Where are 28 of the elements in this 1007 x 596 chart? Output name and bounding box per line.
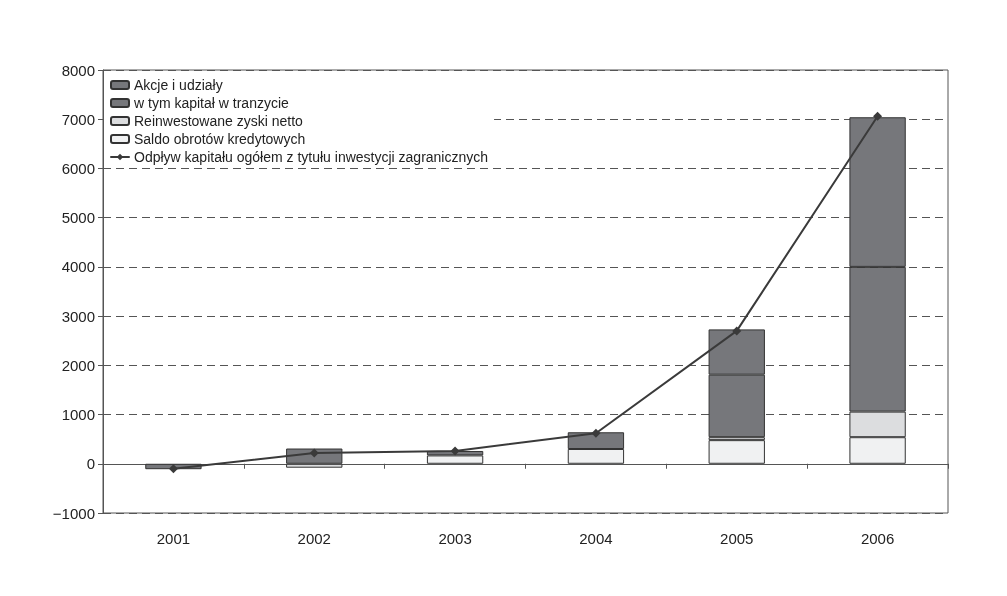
y-tick-label: 5000 [61,209,95,227]
x-tick-label: 2002 [297,530,331,547]
bar [708,440,765,464]
y-tick-label: 7000 [61,110,95,128]
x-tick-label: 2005 [720,530,754,547]
point [732,326,742,336]
y-tick-label: 8000 [61,61,95,79]
y-tick-label: −1000 [52,504,95,522]
point [168,464,178,474]
legend-label: Akcje i udziały [134,77,223,93]
point [873,111,883,121]
x-tick-label: 2006 [860,530,895,547]
legend-label: Reinwestowane zyski netto [134,113,304,129]
y-tick-label: 4000 [61,258,95,276]
point [309,448,319,458]
y-tick-label: 3000 [61,307,95,325]
legend-label: w tym kapitał w tranzycie [133,95,290,111]
x-tick-label: 2003 [438,530,472,547]
x-tick-label: 2001 [156,530,191,547]
y-tick-label: 2000 [61,356,95,374]
legend-label: Saldo obrotów kredytowych [134,131,306,147]
legend-label: Odpływ kapitału ogółem z tytułu inwestycji zagranicznych [134,149,489,165]
point [591,428,601,438]
y-tick-label: 6000 [61,159,95,177]
y-tick-label: 0 [86,455,95,473]
x-tick-label: 2004 [579,530,613,547]
y-tick-label: 1000 [61,406,95,424]
point [450,446,460,456]
